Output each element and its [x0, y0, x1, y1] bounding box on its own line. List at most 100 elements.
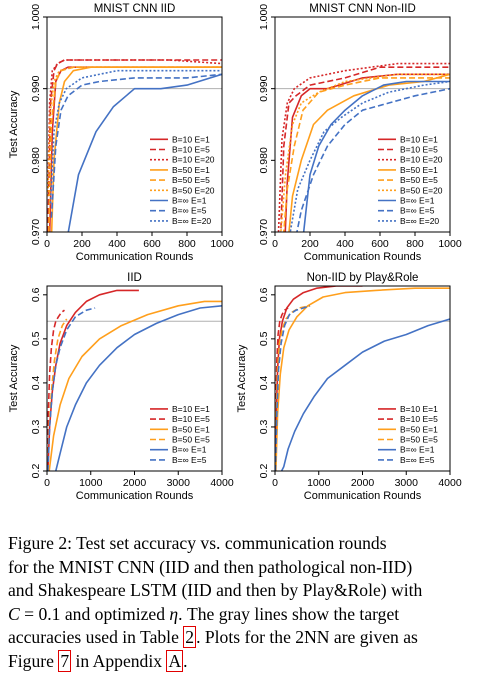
chart-title: IID — [127, 272, 142, 284]
y-tick-label: 0.3 — [258, 420, 270, 435]
series-line-5 — [282, 77, 450, 232]
legend-entry: B=10 E=20 — [172, 155, 215, 165]
series-line-2 — [47, 309, 65, 471]
legend-entry: B=∞ E=1 — [172, 445, 207, 455]
caption-text: = 0.1 and optimized — [19, 603, 170, 624]
legend-entry: B=∞ E=5 — [172, 455, 207, 465]
y-axis-label: Test Accuracy — [8, 90, 20, 158]
y-tick-label: 0.970 — [30, 219, 42, 245]
y-tick-label: 0.2 — [258, 464, 270, 479]
caption-line-4: C = 0.1 and optimized η. The gray lines … — [8, 603, 471, 627]
chart-panel-3: IID 0 1000 2000 3000 4000 0.2 0.3 0.4 0.5 0.6 Commu… — [8, 272, 234, 502]
chart-panel-2: MNIST CNN Non-IID 0 200 400 600 800 1000 0.970 0… — [258, 3, 462, 263]
legend-entry: B=∞ E=20 — [172, 216, 211, 226]
plot-frame — [46, 16, 223, 233]
table-ref-link[interactable]: 2 — [183, 626, 197, 648]
series-line-9 — [49, 69, 222, 204]
x-tick-label: 0 — [44, 238, 50, 250]
x-tick-label: 0 — [272, 477, 278, 489]
series-line-6 — [280, 73, 450, 232]
series-line-1 — [275, 286, 363, 471]
x-tick-label: 800 — [178, 238, 196, 250]
y-tick-label: 0.2 — [30, 464, 42, 479]
series-line-3 — [48, 300, 222, 471]
y-tick-label: 0.970 — [258, 219, 270, 245]
plot-area — [47, 59, 222, 232]
legend-entry: B=∞ E=1 — [172, 196, 207, 206]
legend-entry: B=∞ E=1 — [400, 196, 435, 206]
plot-area — [47, 289, 222, 471]
legend: B=10 E=1B=10 E=5B=50 E=1B=50 E=5B=∞ E=1B… — [378, 404, 438, 465]
x-axis-label: Communication Rounds — [304, 490, 422, 502]
plot-frame — [274, 16, 451, 233]
legend: B=10 E=1B=10 E=5B=10 E=20B=50 E=1B=50 E=… — [150, 134, 215, 226]
caption-text: accuracies used in Table — [8, 627, 184, 647]
legend-entry: B=∞ E=20 — [400, 216, 439, 226]
legend-entry: B=50 E=1 — [172, 424, 210, 434]
legend-entry: B=10 E=1 — [172, 134, 210, 144]
y-tick-label: 0.980 — [30, 147, 42, 173]
y-tick-label: 0.5 — [258, 331, 270, 346]
plot-area — [277, 62, 450, 232]
caption-text: . — [183, 650, 188, 671]
x-tick-label: 0 — [44, 477, 50, 489]
caption-text: . The gray lines show the target — [178, 603, 400, 624]
y-axis-label: Test Accuracy — [8, 344, 20, 412]
x-tick-label: 4000 — [438, 477, 462, 489]
series-line-3 — [275, 287, 450, 471]
x-tick-label: 800 — [406, 238, 424, 250]
y-tick-label: 0.4 — [258, 375, 270, 390]
series-line-5 — [54, 305, 222, 471]
y-tick-label: 0.6 — [30, 287, 42, 302]
y-tick-label: 0.4 — [30, 375, 42, 390]
caption-text: . Plots for the 2NN are given as — [196, 627, 418, 647]
series-line-6 — [47, 307, 96, 471]
legend-entry: B=50 E=1 — [172, 165, 210, 175]
x-tick-label: 1000 — [210, 238, 234, 250]
y-tick-label: 1.000 — [30, 4, 42, 30]
x-tick-label: 600 — [371, 238, 389, 250]
chart-panel-1: MNIST CNN IID 0 200 400 600 800 1000 0.970 0.980… — [8, 3, 234, 263]
caption-text: in Appendix — [71, 650, 167, 671]
series-line-7 — [302, 80, 450, 232]
legend-entry: B=10 E=5 — [172, 414, 210, 424]
legend-entry: B=10 E=1 — [400, 404, 438, 414]
x-tick-label: 600 — [143, 238, 161, 250]
x-tick-label: 1000 — [79, 477, 103, 489]
caption-line-3: and Shakespeare LSTM (IID and then by Pl… — [8, 580, 423, 600]
plot-area — [275, 286, 450, 471]
figure-ref-link[interactable]: 7 — [58, 649, 72, 672]
caption-line-6: Figure 7 in Appendix A. — [8, 649, 471, 674]
legend-entry: B=∞ E=5 — [172, 206, 207, 216]
series-line-5 — [280, 318, 450, 471]
x-tick-label: 3000 — [395, 477, 419, 489]
legend: B=10 E=1B=10 E=5B=50 E=1B=50 E=5B=∞ E=1B… — [150, 404, 210, 465]
x-axis-label: Communication Rounds — [76, 251, 194, 263]
chart-title: MNIST CNN Non-IID — [309, 3, 416, 15]
x-tick-label: 3000 — [167, 477, 191, 489]
legend-entry: B=50 E=5 — [172, 435, 210, 445]
series-line-8 — [50, 73, 222, 218]
caption-line-1: Figure 2: Test set accuracy vs. communic… — [8, 533, 387, 553]
chart-title: MNIST CNN IID — [94, 3, 176, 15]
legend-entry: B=10 E=20 — [400, 155, 443, 165]
appendix-ref-link[interactable]: A — [166, 649, 184, 672]
legend-entry: B=50 E=20 — [400, 185, 443, 195]
x-tick-label: 2000 — [123, 477, 147, 489]
y-tick-label: 0.6 — [258, 287, 270, 302]
chart-panel-4: Non-IID by Play&Role 0 1000 2000 3000 4000 0.2… — [236, 272, 462, 502]
caption-line-2: for the MNIST CNN (IID and then patholog… — [8, 556, 413, 577]
x-tick-label: 200 — [73, 238, 91, 250]
y-tick-label: 0.5 — [30, 331, 42, 346]
legend-entry: B=50 E=5 — [400, 175, 438, 185]
series-line-2 — [279, 66, 450, 232]
legend-entry: B=∞ E=5 — [400, 206, 435, 216]
y-tick-label: 0.980 — [258, 147, 270, 173]
legend-entry: B=10 E=1 — [172, 404, 210, 414]
x-axis-label: Communication Rounds — [304, 251, 422, 263]
figure-caption: Figure 2: Test set accuracy vs. communic… — [8, 532, 471, 673]
x-tick-label: 0 — [272, 238, 278, 250]
x-tick-label: 400 — [108, 238, 126, 250]
series-line-3 — [277, 62, 450, 232]
y-tick-label: 0.3 — [30, 420, 42, 435]
